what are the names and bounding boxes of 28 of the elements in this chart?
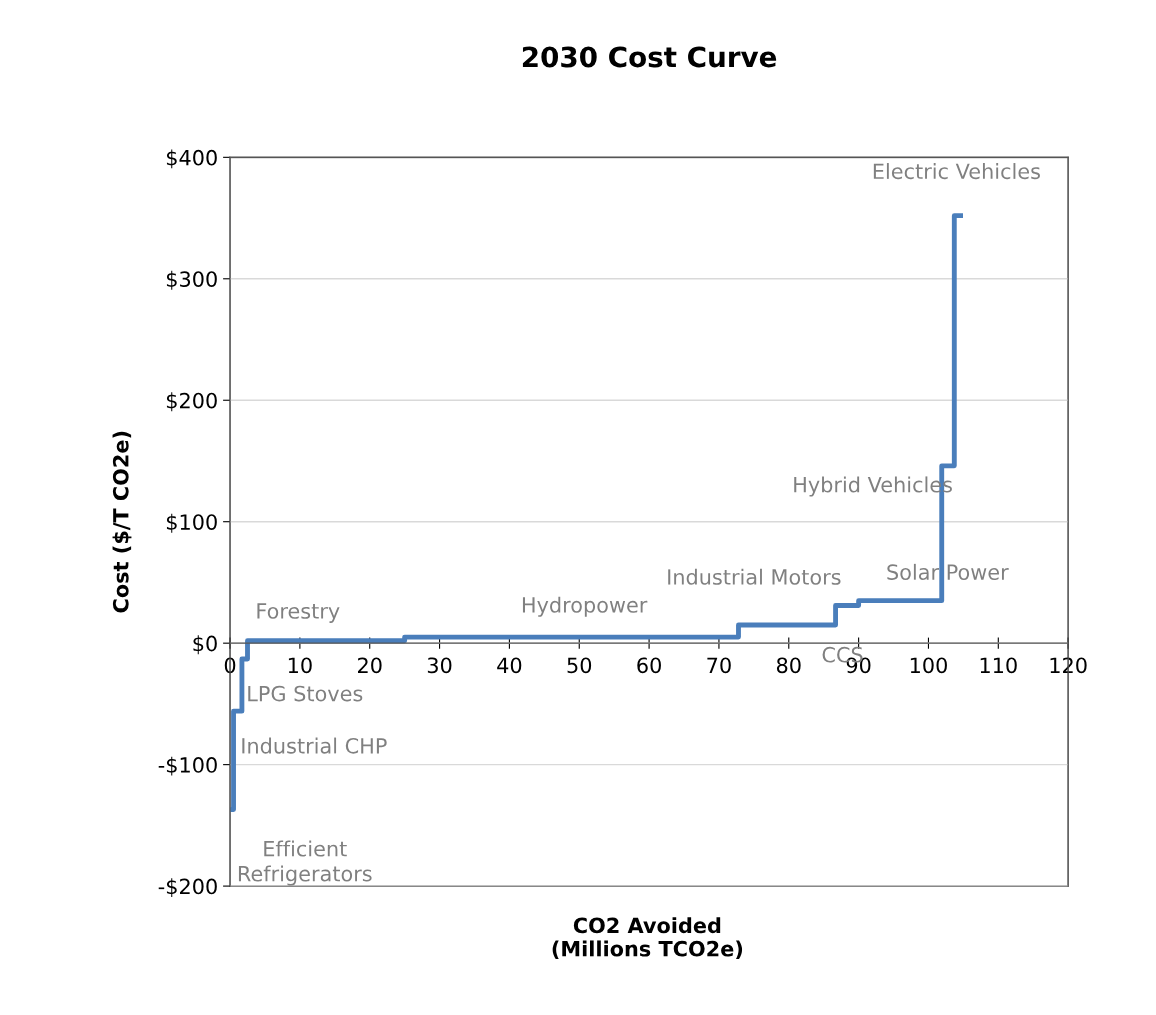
- annotation: LPG Stoves: [248, 685, 363, 702]
- annotation: Industrial CHP: [242, 737, 387, 754]
- y-tick-label: $400: [166, 149, 217, 169]
- chart-title: 2030 Cost Curve: [522, 46, 777, 68]
- x-tick-label: 40: [497, 657, 522, 674]
- x-tick-label: 20: [358, 657, 382, 674]
- y-tick-label: $0: [193, 635, 217, 655]
- x-tick-label: 100: [910, 657, 947, 674]
- annotation: Solar Power: [887, 563, 1009, 580]
- annotation: Industrial Motors: [668, 568, 841, 585]
- x-tick-label: 110: [980, 657, 1017, 674]
- y-tick-label: $300: [166, 270, 217, 290]
- y-axis-title: Cost ($/T CO2e): [112, 431, 132, 613]
- y-tick-label: -$100: [158, 756, 217, 776]
- y-tick-label: $200: [166, 392, 217, 412]
- annotation: Hydropower: [522, 596, 648, 617]
- y-tick-label: $100: [166, 513, 217, 533]
- x-tick-label: 80: [776, 657, 801, 674]
- x-tick-label: 10: [288, 657, 312, 674]
- x-tick-label: 50: [567, 657, 592, 674]
- annotation: Efficient Refrigerators: [238, 840, 372, 886]
- x-tick-label: 70: [707, 657, 731, 674]
- annotation: Electric Vehicles: [873, 163, 1040, 180]
- annotation: Forestry: [257, 603, 340, 623]
- x-axis-title: CO2 Avoided (Millions TCO2e): [552, 917, 743, 960]
- x-tick-label: 30: [427, 657, 452, 674]
- x-tick-label: 60: [637, 657, 661, 674]
- y-tick-label: -$200: [158, 878, 217, 898]
